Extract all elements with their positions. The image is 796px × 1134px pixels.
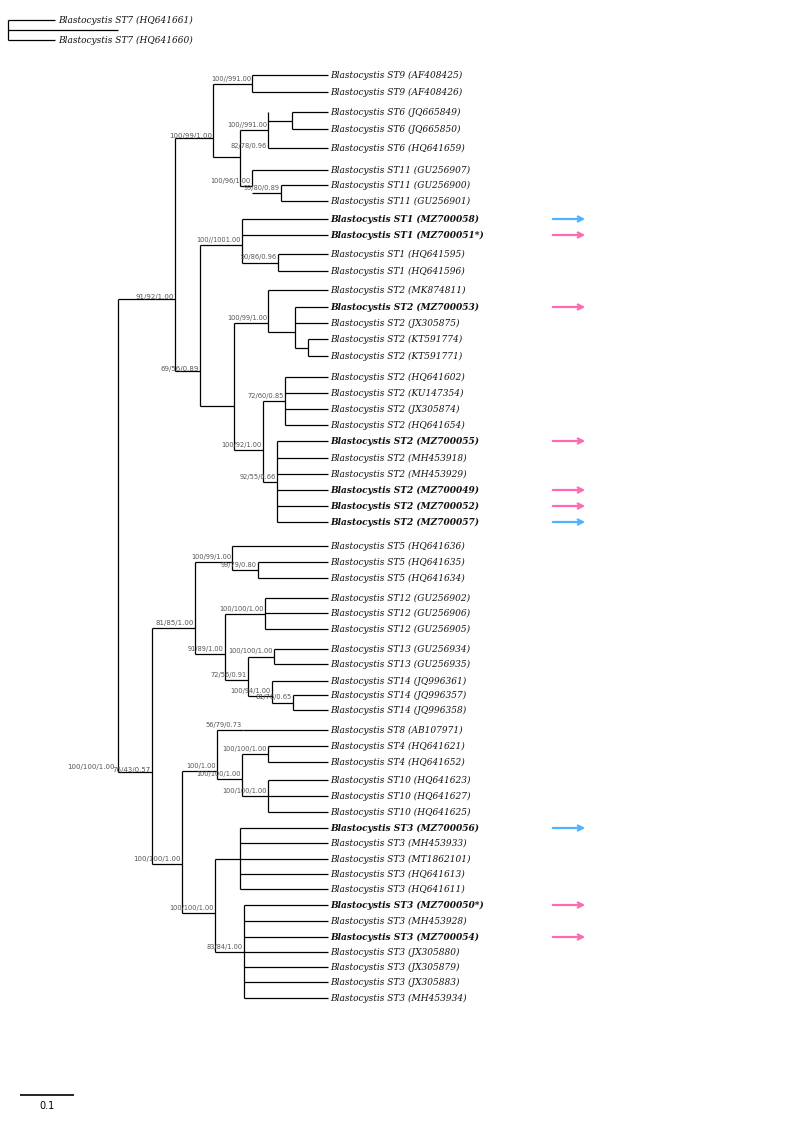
Text: Blastocystis ST7 (HQ641661): Blastocystis ST7 (HQ641661) bbox=[58, 16, 193, 25]
Text: Blastocystis ST14 (JQ996361): Blastocystis ST14 (JQ996361) bbox=[330, 677, 466, 686]
Text: 100/100/1.00: 100/100/1.00 bbox=[228, 649, 273, 654]
Text: 69/56/0.89: 69/56/0.89 bbox=[161, 365, 199, 372]
Text: 99/80/0.89: 99/80/0.89 bbox=[244, 185, 280, 191]
Text: 100/99/1.00: 100/99/1.00 bbox=[191, 555, 231, 560]
Text: 100/99/1.00: 100/99/1.00 bbox=[169, 133, 212, 139]
Text: 100/100/1.00: 100/100/1.00 bbox=[170, 905, 214, 911]
Text: Blastocystis ST1 (HQ641595): Blastocystis ST1 (HQ641595) bbox=[330, 249, 465, 259]
Text: Blastocystis ST4 (HQ641652): Blastocystis ST4 (HQ641652) bbox=[330, 758, 465, 767]
Text: Blastocystis ST2 (MZ700053): Blastocystis ST2 (MZ700053) bbox=[330, 303, 479, 312]
Text: Blastocystis ST4 (HQ641621): Blastocystis ST4 (HQ641621) bbox=[330, 742, 465, 751]
Text: Blastocystis ST2 (KT591774): Blastocystis ST2 (KT591774) bbox=[330, 335, 462, 344]
Text: Blastocystis ST1 (MZ700051*): Blastocystis ST1 (MZ700051*) bbox=[330, 230, 484, 239]
Text: Blastocystis ST12 (GU256905): Blastocystis ST12 (GU256905) bbox=[330, 625, 470, 634]
Text: 72/56/0.91: 72/56/0.91 bbox=[211, 671, 247, 677]
Text: 90/86/0.96: 90/86/0.96 bbox=[241, 254, 277, 261]
Text: Blastocystis ST2 (HQ641654): Blastocystis ST2 (HQ641654) bbox=[330, 421, 465, 430]
Text: 82/78/0.96: 82/78/0.96 bbox=[231, 143, 267, 149]
Text: Blastocystis ST2 (MK874811): Blastocystis ST2 (MK874811) bbox=[330, 286, 466, 295]
Text: Blastocystis ST11 (GU256907): Blastocystis ST11 (GU256907) bbox=[330, 166, 470, 175]
Text: Blastocystis ST13 (GU256935): Blastocystis ST13 (GU256935) bbox=[330, 660, 470, 669]
Text: 72/60/0.85: 72/60/0.85 bbox=[248, 393, 284, 399]
Text: 56/79/0.73: 56/79/0.73 bbox=[206, 722, 242, 728]
Text: Blastocystis ST2 (JX305874): Blastocystis ST2 (JX305874) bbox=[330, 405, 459, 414]
Text: Blastocystis ST6 (JQ665849): Blastocystis ST6 (JQ665849) bbox=[330, 108, 461, 117]
Text: 91/89/1.00: 91/89/1.00 bbox=[188, 646, 224, 652]
Text: 100/1.00: 100/1.00 bbox=[186, 763, 216, 769]
Text: 100/100/1.00: 100/100/1.00 bbox=[197, 771, 241, 777]
Text: Blastocystis ST3 (JX305880): Blastocystis ST3 (JX305880) bbox=[330, 947, 459, 957]
Text: Blastocystis ST9 (AF408426): Blastocystis ST9 (AF408426) bbox=[330, 87, 462, 96]
Text: Blastocystis ST1 (MZ700058): Blastocystis ST1 (MZ700058) bbox=[330, 214, 479, 223]
Text: Blastocystis ST8 (AB107971): Blastocystis ST8 (AB107971) bbox=[330, 726, 462, 735]
Text: Blastocystis ST11 (GU256901): Blastocystis ST11 (GU256901) bbox=[330, 196, 470, 205]
Text: Blastocystis ST3 (MZ700056): Blastocystis ST3 (MZ700056) bbox=[330, 823, 479, 832]
Text: Blastocystis ST2 (MH453929): Blastocystis ST2 (MH453929) bbox=[330, 469, 466, 479]
Text: Blastocystis ST10 (HQ641625): Blastocystis ST10 (HQ641625) bbox=[330, 807, 470, 816]
Text: Blastocystis ST9 (AF408425): Blastocystis ST9 (AF408425) bbox=[330, 70, 462, 79]
Text: 100/100/1.00: 100/100/1.00 bbox=[223, 788, 267, 794]
Text: 100//991.00: 100//991.00 bbox=[227, 122, 267, 128]
Text: 100/100/1.00: 100/100/1.00 bbox=[223, 746, 267, 752]
Text: 92/55/0.66: 92/55/0.66 bbox=[240, 474, 276, 480]
Text: Blastocystis ST3 (HQ641611): Blastocystis ST3 (HQ641611) bbox=[330, 885, 465, 894]
Text: Blastocystis ST1 (HQ641596): Blastocystis ST1 (HQ641596) bbox=[330, 266, 465, 276]
Text: 100/99/1.00: 100/99/1.00 bbox=[227, 315, 267, 321]
Text: 99/79/0.80: 99/79/0.80 bbox=[221, 562, 257, 568]
Text: Blastocystis ST5 (HQ641635): Blastocystis ST5 (HQ641635) bbox=[330, 558, 465, 567]
Text: Blastocystis ST2 (MZ700052): Blastocystis ST2 (MZ700052) bbox=[330, 501, 479, 510]
Text: Blastocystis ST5 (HQ641636): Blastocystis ST5 (HQ641636) bbox=[330, 541, 465, 551]
Text: Blastocystis ST10 (HQ641623): Blastocystis ST10 (HQ641623) bbox=[330, 776, 470, 785]
Text: Blastocystis ST2 (MH453918): Blastocystis ST2 (MH453918) bbox=[330, 454, 466, 463]
Text: Blastocystis ST11 (GU256900): Blastocystis ST11 (GU256900) bbox=[330, 180, 470, 189]
Text: Blastocystis ST3 (MH453933): Blastocystis ST3 (MH453933) bbox=[330, 838, 466, 847]
Text: Blastocystis ST14 (JQ996358): Blastocystis ST14 (JQ996358) bbox=[330, 705, 466, 714]
Text: Blastocystis ST10 (HQ641627): Blastocystis ST10 (HQ641627) bbox=[330, 792, 470, 801]
Text: Blastocystis ST6 (HQ641659): Blastocystis ST6 (HQ641659) bbox=[330, 143, 465, 153]
Text: Blastocystis ST2 (JX305875): Blastocystis ST2 (JX305875) bbox=[330, 319, 459, 328]
Text: Blastocystis ST5 (HQ641634): Blastocystis ST5 (HQ641634) bbox=[330, 574, 465, 583]
Text: 0.1: 0.1 bbox=[39, 1101, 55, 1111]
Text: 100/92/1.00: 100/92/1.00 bbox=[222, 441, 262, 448]
Text: 100//991.00: 100//991.00 bbox=[211, 76, 251, 82]
Text: Blastocystis ST2 (MZ700049): Blastocystis ST2 (MZ700049) bbox=[330, 485, 479, 494]
Text: Blastocystis ST7 (HQ641660): Blastocystis ST7 (HQ641660) bbox=[58, 35, 193, 44]
Text: Blastocystis ST2 (HQ641602): Blastocystis ST2 (HQ641602) bbox=[330, 372, 465, 381]
Text: Blastocystis ST3 (MZ700054): Blastocystis ST3 (MZ700054) bbox=[330, 932, 479, 941]
Text: Blastocystis ST12 (GU256906): Blastocystis ST12 (GU256906) bbox=[330, 609, 470, 618]
Text: Blastocystis ST6 (JQ665850): Blastocystis ST6 (JQ665850) bbox=[330, 125, 461, 134]
Text: Blastocystis ST3 (HQ641613): Blastocystis ST3 (HQ641613) bbox=[330, 870, 465, 879]
Text: Blastocystis ST3 (MH453934): Blastocystis ST3 (MH453934) bbox=[330, 993, 466, 1002]
Text: 83/84/1.00: 83/84/1.00 bbox=[207, 943, 243, 949]
Text: Blastocystis ST2 (MZ700055): Blastocystis ST2 (MZ700055) bbox=[330, 437, 479, 446]
Text: 100/94/1.00: 100/94/1.00 bbox=[231, 687, 271, 694]
Text: 100//1001.00: 100//1001.00 bbox=[197, 237, 241, 243]
Text: Blastocystis ST3 (JX305879): Blastocystis ST3 (JX305879) bbox=[330, 963, 459, 972]
Text: 81/76/0.65: 81/76/0.65 bbox=[256, 694, 292, 701]
Text: Blastocystis ST13 (GU256934): Blastocystis ST13 (GU256934) bbox=[330, 644, 470, 653]
Text: Blastocystis ST2 (MZ700057): Blastocystis ST2 (MZ700057) bbox=[330, 517, 479, 526]
Text: Blastocystis ST14 (JQ996357): Blastocystis ST14 (JQ996357) bbox=[330, 691, 466, 700]
Text: Blastocystis ST3 (JX305883): Blastocystis ST3 (JX305883) bbox=[330, 978, 459, 987]
Text: 100/100/1.00: 100/100/1.00 bbox=[220, 606, 264, 611]
Text: Blastocystis ST3 (MH453928): Blastocystis ST3 (MH453928) bbox=[330, 916, 466, 925]
Text: 100/96/1.00: 100/96/1.00 bbox=[211, 178, 251, 184]
Text: Blastocystis ST3 (MT1862101): Blastocystis ST3 (MT1862101) bbox=[330, 854, 470, 864]
Text: 100/100/1.00: 100/100/1.00 bbox=[134, 856, 181, 862]
Text: 100/100/1.00: 100/100/1.00 bbox=[68, 764, 115, 770]
Text: Blastocystis ST2 (KU147354): Blastocystis ST2 (KU147354) bbox=[330, 389, 463, 398]
Text: Blastocystis ST3 (MZ700050*): Blastocystis ST3 (MZ700050*) bbox=[330, 900, 484, 909]
Text: 76/43/0.57: 76/43/0.57 bbox=[113, 767, 151, 773]
Text: 91/92/1.00: 91/92/1.00 bbox=[135, 294, 174, 299]
Text: Blastocystis ST2 (KT591771): Blastocystis ST2 (KT591771) bbox=[330, 352, 462, 361]
Text: Blastocystis ST12 (GU256902): Blastocystis ST12 (GU256902) bbox=[330, 593, 470, 602]
Text: 81/85/1.00: 81/85/1.00 bbox=[156, 620, 194, 626]
